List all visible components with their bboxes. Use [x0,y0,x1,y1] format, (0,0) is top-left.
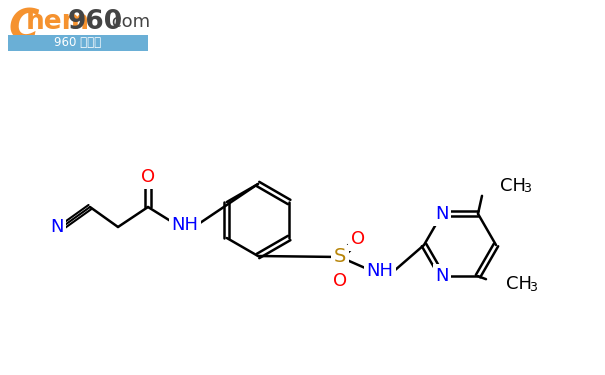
Bar [8,35,148,51]
Text: N: N [435,267,449,285]
Text: C: C [8,7,39,49]
Text: N: N [50,218,64,236]
Text: O: O [141,168,155,186]
Text: NH: NH [171,216,198,234]
Text: CH: CH [506,275,532,293]
Text: S: S [334,248,346,267]
Text: hem: hem [26,9,90,35]
Text: O: O [351,230,365,248]
Bar [5,5,155,55]
Text: CH: CH [500,177,526,195]
Text: .com: .com [106,13,150,31]
Text: 960: 960 [68,9,123,35]
Text: 960 化工网: 960 化工网 [54,36,102,50]
Text: 3: 3 [523,182,531,195]
Text: NH: NH [367,262,393,280]
Text: 3: 3 [529,280,537,294]
Text: O: O [333,272,347,290]
Text: N: N [435,205,449,223]
